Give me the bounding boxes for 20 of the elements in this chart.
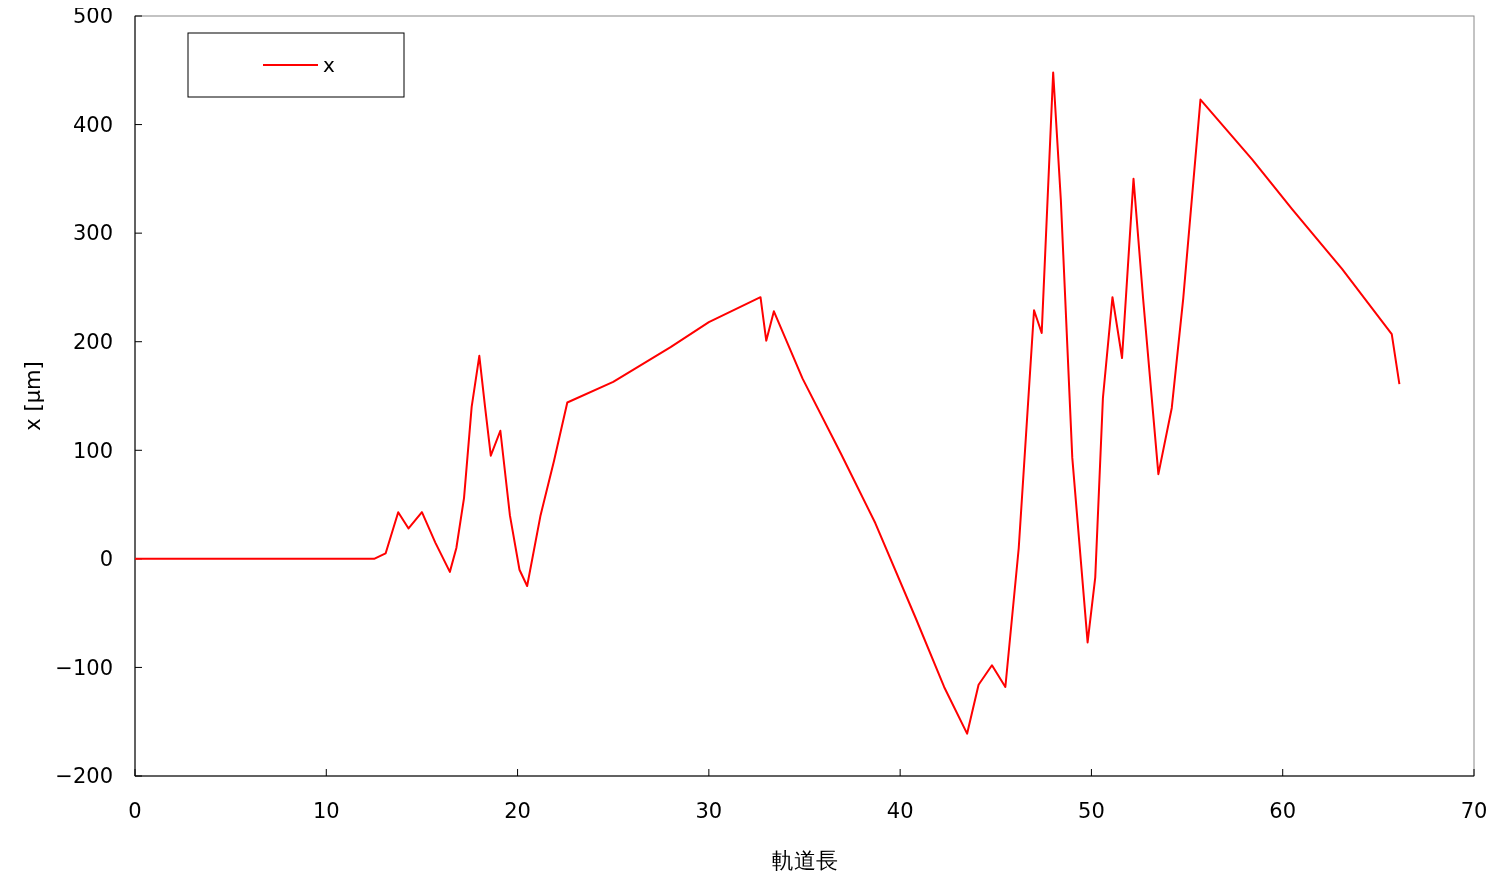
x-tick-label: 20	[504, 799, 531, 823]
y-axis-title: x [μm]	[21, 361, 45, 431]
x-tick-label: 70	[1460, 799, 1488, 823]
x-tick-label: 40	[886, 799, 914, 823]
y-tick-label: 100	[72, 438, 113, 463]
x-tick-label: 30	[695, 799, 723, 823]
y-tick-label: 200	[72, 330, 113, 355]
x-axis-title: 軌道長	[771, 848, 838, 873]
y-tick-label: 500	[72, 4, 113, 29]
x-tick-label: 0	[128, 799, 142, 823]
x-tick-label: 10	[312, 799, 340, 823]
x-tick-label: 60	[1269, 799, 1297, 823]
line-series	[134, 71, 1401, 735]
y-tick-label: 0	[99, 547, 113, 572]
y-tick-label: 400	[72, 112, 113, 137]
y-tick-label: −100	[55, 655, 113, 680]
y-tick-label: −200	[55, 764, 113, 789]
legend-label: x	[323, 53, 335, 77]
x-tick-label: 50	[1078, 799, 1105, 823]
y-tick-label: 300	[72, 221, 113, 246]
